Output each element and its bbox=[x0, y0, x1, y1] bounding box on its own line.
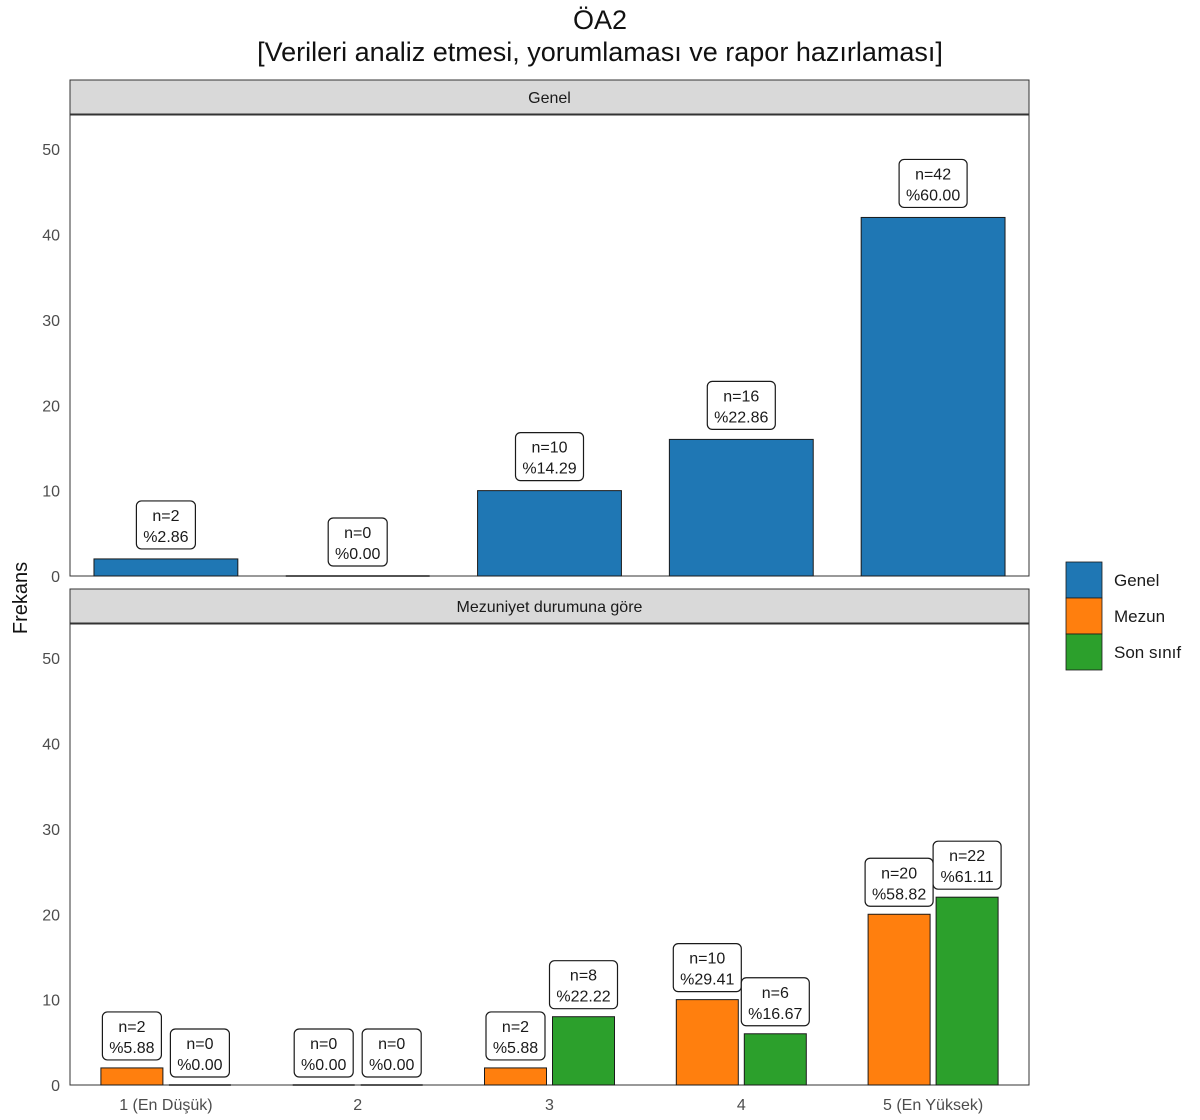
data-label-n: n=10 bbox=[689, 951, 725, 968]
panel-strip-label: Genel bbox=[528, 90, 571, 107]
data-label-n: n=22 bbox=[949, 848, 985, 865]
data-label-box bbox=[485, 1011, 546, 1061]
data-label-n: n=2 bbox=[118, 1019, 145, 1036]
y-tick-label: 0 bbox=[51, 1078, 60, 1095]
data-label-box bbox=[548, 960, 619, 1010]
panel-strip bbox=[69, 79, 1030, 115]
x-tick-label: 2 bbox=[353, 1097, 362, 1114]
data-label-pct: %5.88 bbox=[109, 1040, 154, 1057]
data-label-box bbox=[514, 432, 585, 482]
data-label-n: n=8 bbox=[570, 968, 597, 985]
bar-genel bbox=[668, 438, 814, 577]
data-label-box bbox=[706, 380, 776, 431]
y-tick-label: 20 bbox=[42, 907, 60, 924]
y-tick-label: 40 bbox=[42, 228, 60, 245]
y-axis-title: Frekans bbox=[10, 562, 32, 634]
bar-son-sınıf bbox=[552, 1016, 615, 1086]
data-label-box bbox=[327, 517, 388, 567]
bar-genel bbox=[477, 490, 622, 577]
data-label-pct: %16.67 bbox=[748, 1006, 802, 1023]
data-label-box bbox=[101, 1011, 163, 1061]
y-tick-label: 10 bbox=[42, 993, 60, 1010]
y-tick-label: 10 bbox=[42, 484, 60, 501]
legend-swatch-son-sınıf bbox=[1065, 633, 1103, 671]
chart-title: ÖA2 bbox=[572, 5, 628, 35]
data-label-n: n=10 bbox=[531, 440, 567, 457]
legend-label: Son sınıf bbox=[1114, 643, 1181, 662]
legend-label: Genel bbox=[1114, 571, 1159, 590]
bar-son-sınıf bbox=[743, 1033, 807, 1086]
bar-genel bbox=[860, 216, 1006, 577]
bar-mezun bbox=[675, 999, 739, 1086]
chart-subtitle: [Verileri analiz etmesi, yorumlaması ve … bbox=[257, 37, 943, 67]
x-tick-label: 5 (En Yüksek) bbox=[883, 1097, 983, 1114]
data-label-pct: %0.00 bbox=[301, 1057, 346, 1074]
y-tick-label: 20 bbox=[42, 398, 60, 415]
panel-strip bbox=[69, 588, 1030, 624]
data-label-box bbox=[361, 1028, 422, 1078]
data-label-box bbox=[169, 1028, 230, 1078]
panel-frame bbox=[69, 623, 1030, 1086]
legend-label: Mezun bbox=[1114, 607, 1165, 626]
legend-swatch-mezun bbox=[1065, 597, 1103, 635]
data-label-n: n=0 bbox=[310, 1036, 337, 1053]
data-label-n: n=2 bbox=[502, 1019, 529, 1036]
data-label-n: n=20 bbox=[881, 865, 917, 882]
data-label-box bbox=[932, 840, 1002, 890]
data-label-box bbox=[898, 158, 968, 209]
data-label-n: n=6 bbox=[762, 985, 789, 1002]
y-tick-label: 30 bbox=[42, 822, 60, 839]
data-label-pct: %2.86 bbox=[143, 529, 188, 546]
data-label-n: n=42 bbox=[915, 166, 951, 183]
x-tick-label: 3 bbox=[545, 1097, 554, 1114]
panel-strip-label: Mezuniyet durumuna göre bbox=[457, 599, 643, 616]
data-label-pct: %60.00 bbox=[906, 187, 960, 204]
y-tick-label: 50 bbox=[42, 142, 60, 159]
data-label-pct: %0.00 bbox=[177, 1057, 222, 1074]
x-tick-label: 1 (En Düşük) bbox=[119, 1097, 212, 1114]
data-label-n: n=2 bbox=[152, 508, 179, 525]
data-label-n: n=16 bbox=[723, 388, 759, 405]
data-label-box bbox=[135, 500, 196, 550]
x-tick-label: 4 bbox=[737, 1097, 746, 1114]
y-tick-label: 30 bbox=[42, 313, 60, 330]
data-label-pct: %5.88 bbox=[493, 1040, 538, 1057]
y-tick-label: 40 bbox=[42, 737, 60, 754]
data-label-n: n=0 bbox=[344, 525, 371, 542]
data-label-pct: %58.82 bbox=[872, 886, 926, 903]
data-label-pct: %0.00 bbox=[369, 1057, 414, 1074]
data-label-pct: %22.86 bbox=[714, 409, 768, 426]
data-label-pct: %14.29 bbox=[522, 461, 576, 478]
data-label-box bbox=[740, 977, 810, 1027]
legend-swatch-genel bbox=[1065, 561, 1103, 599]
data-label-pct: %22.22 bbox=[556, 989, 610, 1006]
data-label-n: n=0 bbox=[186, 1036, 213, 1053]
data-label-box bbox=[672, 943, 742, 993]
y-tick-label: 0 bbox=[51, 569, 60, 586]
bar-mezun bbox=[484, 1067, 547, 1086]
bar-mezun bbox=[100, 1067, 164, 1086]
data-label-pct: %0.00 bbox=[335, 546, 380, 563]
data-label-pct: %29.41 bbox=[680, 972, 734, 989]
bar-genel bbox=[93, 558, 239, 577]
bar-son-sınıf bbox=[935, 896, 999, 1086]
data-label-pct: %61.11 bbox=[941, 869, 994, 886]
bar-mezun bbox=[867, 913, 931, 1086]
data-label-n: n=0 bbox=[378, 1036, 405, 1053]
y-tick-label: 50 bbox=[42, 651, 60, 668]
data-label-box bbox=[293, 1028, 354, 1078]
